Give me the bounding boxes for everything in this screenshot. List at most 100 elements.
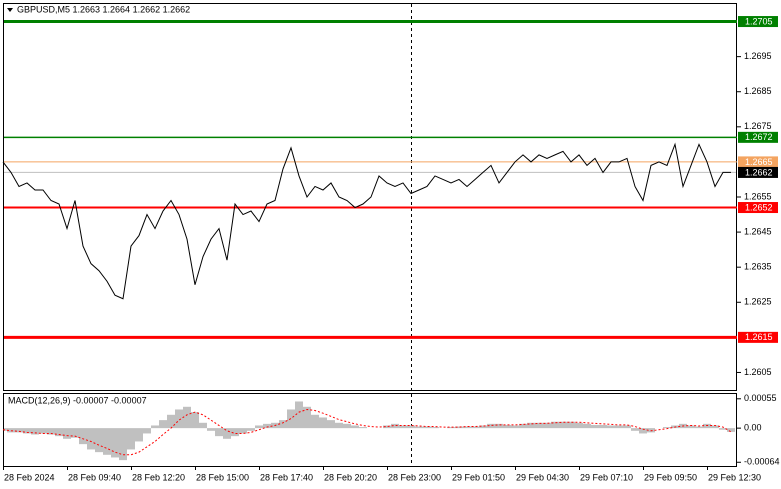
macd-bar <box>695 426 703 429</box>
macd-bar <box>415 426 423 429</box>
price-line <box>2 142 731 300</box>
macd-bar <box>719 428 727 430</box>
macd-bar <box>15 428 23 433</box>
y-tick-label: 1.2625 <box>744 297 772 307</box>
macd-bar <box>71 428 79 438</box>
x-tick-label: 29 Feb 12:30 <box>708 472 761 482</box>
macd-bar <box>143 428 151 434</box>
level-label: 1.2652 <box>745 202 773 212</box>
y-tick-label: 1.2655 <box>744 191 772 201</box>
macd-bar <box>711 425 719 429</box>
macd-bar <box>407 425 415 429</box>
macd-bar <box>511 425 519 429</box>
level-tag <box>738 16 778 28</box>
macd-bar <box>639 428 647 434</box>
macd-bar <box>471 426 479 429</box>
x-tick-label: 29 Feb 09:50 <box>644 472 697 482</box>
macd-bar <box>727 428 735 432</box>
y-tick-label: 1.2685 <box>744 86 772 96</box>
macd-bar <box>583 423 591 429</box>
macd-bar <box>503 424 511 429</box>
macd-bar <box>199 422 207 429</box>
macd-bar <box>447 427 455 429</box>
y-tick-label: 0.00055 <box>744 393 777 403</box>
macd-bar <box>455 426 463 429</box>
macd-bar <box>263 423 271 429</box>
macd-bar <box>487 423 495 429</box>
macd-bar <box>599 424 607 429</box>
macd-bar <box>175 409 183 429</box>
x-tick-label: 28 Feb 20:20 <box>324 472 377 482</box>
macd-bar <box>127 428 135 450</box>
x-tick-label: 28 Feb 2024 <box>4 472 55 482</box>
level-label: 1.2665 <box>745 157 773 167</box>
macd-bar <box>183 406 191 429</box>
macd-bar <box>39 428 47 434</box>
macd-bar <box>23 428 31 434</box>
macd-bar <box>351 425 359 429</box>
macd-bar <box>607 425 615 429</box>
macd-bar <box>567 421 575 429</box>
macd-bar <box>103 428 111 455</box>
macd-bar <box>303 406 311 429</box>
macd-bar <box>247 428 255 431</box>
menu-arrow[interactable] <box>7 8 13 12</box>
macd-bar <box>687 425 695 429</box>
macd-bar <box>191 412 199 429</box>
level-tag <box>738 331 778 343</box>
level-tag <box>738 202 778 214</box>
macd-bar <box>615 425 623 429</box>
macd-bar <box>423 426 431 429</box>
x-tick-label: 29 Feb 07:10 <box>580 472 633 482</box>
macd-bar <box>7 428 15 433</box>
macd-bar <box>255 425 263 429</box>
macd-bar <box>575 422 583 429</box>
macd-bar <box>399 425 407 429</box>
macd-bar <box>47 428 55 435</box>
macd-bar <box>391 423 399 429</box>
macd-bar <box>215 428 223 437</box>
macd-bar <box>223 428 231 439</box>
macd-bar <box>519 423 527 429</box>
macd-bar <box>559 421 567 429</box>
macd-bar <box>119 428 127 461</box>
y-tick-label: 1.2635 <box>744 262 772 272</box>
macd-bar <box>311 414 319 429</box>
macd-bar <box>495 423 503 429</box>
macd-title: MACD(12,26,9) -0.00007 -0.00007 <box>8 395 147 405</box>
y-tick-label: 1.2645 <box>744 226 772 236</box>
macd-bar <box>463 426 471 429</box>
y-tick-label: 0.00 <box>744 423 762 433</box>
y-tick-label: 1.2675 <box>744 121 772 131</box>
macd-bar <box>543 422 551 429</box>
macd-bar <box>167 414 175 429</box>
macd-bar <box>335 422 343 429</box>
macd-bar <box>279 420 287 429</box>
y-tick-label: -0.00064 <box>744 457 780 467</box>
macd-bar <box>231 428 239 437</box>
level-tag <box>738 156 778 168</box>
macd-bar <box>151 425 159 429</box>
macd-bar <box>295 401 303 429</box>
macd-bar <box>663 427 671 429</box>
y-tick-label: 1.2605 <box>744 367 772 377</box>
macd-bar <box>95 428 103 453</box>
signal-line <box>2 408 732 456</box>
chart-title: GBPUSD,M5 1.2663 1.2664 1.2662 1.2662 <box>17 4 190 14</box>
macd-bar <box>4 428 7 431</box>
macd-bar <box>527 422 535 429</box>
macd-bar <box>623 425 631 429</box>
macd-bar <box>327 420 335 429</box>
x-tick-label: 29 Feb 04:30 <box>516 472 569 482</box>
x-tick-label: 28 Feb 12:20 <box>132 472 185 482</box>
main-frame <box>3 3 737 391</box>
level-label: 1.2662 <box>745 167 773 177</box>
macd-bar <box>703 423 711 429</box>
macd-bar <box>383 425 391 429</box>
macd-bar <box>359 427 367 429</box>
macd-bar <box>535 422 543 429</box>
macd-bar <box>479 425 487 429</box>
level-tag <box>738 131 778 143</box>
